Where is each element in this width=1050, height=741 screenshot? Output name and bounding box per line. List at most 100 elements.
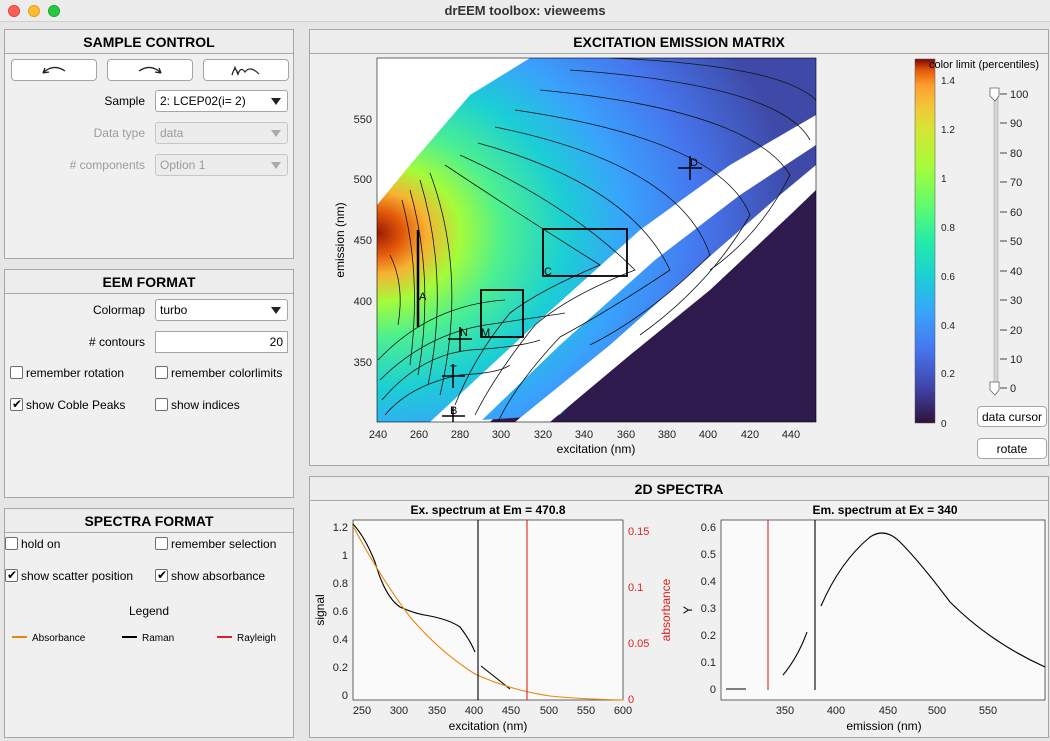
x-tick: 600	[614, 705, 632, 717]
y-tick: 0	[710, 684, 716, 696]
spectra-title: 2D SPECTRA	[310, 477, 1048, 501]
x-tick: 320	[534, 429, 552, 441]
y-tick: 1	[342, 550, 348, 562]
remember-selection-checkbox[interactable]: remember selection	[155, 537, 276, 553]
show-indices-checkbox[interactable]: show indices	[155, 398, 240, 414]
y-tick: 400	[354, 296, 372, 308]
em-spectrum-axes[interactable]	[720, 519, 1046, 701]
x-tick: 340	[575, 429, 593, 441]
peak-label-m: M	[481, 327, 490, 339]
percentile-slider[interactable]: 0 10 20 30 40 50 60 70 80 90 100	[989, 87, 1028, 396]
show-absorbance-checkbox[interactable]: show absorbance	[155, 568, 265, 585]
legend-label-rayleigh: Rayleigh	[237, 633, 276, 644]
x-tick: 440	[782, 429, 800, 441]
y-tick: 0.1	[701, 657, 716, 669]
data-type-value: data	[160, 126, 184, 140]
slider-tick: 0	[1010, 383, 1016, 395]
y-tick: 0.2	[333, 662, 348, 674]
sample-control-title: SAMPLE CONTROL	[5, 30, 293, 54]
eem-plot[interactable]: A B C D M N T 240 260 280 300 320 340 36…	[310, 55, 1048, 465]
legend-label-raman: Raman	[142, 633, 175, 644]
x-tick: 400	[465, 705, 483, 717]
eem-title: EXCITATION EMISSION MATRIX	[310, 30, 1048, 54]
chevron-down-icon	[271, 130, 281, 137]
previous-sample-button[interactable]	[11, 59, 97, 81]
eem-panel: EXCITATION EMISSION MATRIX	[309, 29, 1049, 466]
chevron-down-icon	[271, 98, 281, 105]
checkbox-box	[10, 366, 23, 379]
y-tick: 1.2	[333, 522, 348, 534]
y-tick: 0.6	[333, 606, 348, 618]
show-scatter-checkbox[interactable]: show scatter position	[5, 568, 133, 585]
components-value: Option 1	[160, 158, 206, 172]
rotate-button[interactable]: rotate	[977, 438, 1047, 459]
eem-format-panel: EEM FORMAT Colormap turbo # contours 20 …	[4, 269, 294, 498]
ex-spectrum-x-ticks: 250 300 350 400 450 500 550 600	[353, 705, 632, 717]
hold-on-checkbox[interactable]: hold on	[5, 537, 60, 553]
slider-tick: 20	[1010, 325, 1022, 337]
slider-tick: 80	[1010, 148, 1022, 160]
y-tick: 0.8	[333, 578, 348, 590]
remember-colorlimits-checkbox[interactable]: remember colorlimits	[155, 366, 282, 382]
colormap-label: Colormap	[92, 303, 145, 317]
data-cursor-button[interactable]: data cursor	[977, 406, 1047, 427]
remember-rotation-checkbox[interactable]: remember rotation	[10, 366, 124, 382]
next-sample-button[interactable]	[107, 59, 193, 81]
remember-colorlimits-label: remember colorlimits	[171, 366, 283, 380]
slider-tick: 70	[1010, 177, 1022, 189]
em-spectrum-signal-line-2	[782, 631, 808, 676]
y-tick: 0.5	[701, 549, 716, 561]
slider-tick: 50	[1010, 236, 1022, 248]
data-type-select[interactable]: data	[155, 122, 288, 144]
checkbox-box	[155, 568, 168, 582]
sample-select[interactable]: 2: LCEP02(i= 2)	[155, 90, 288, 112]
components-select[interactable]: Option 1	[155, 154, 288, 176]
chevron-down-icon	[271, 307, 281, 314]
x-tick: 300	[492, 429, 510, 441]
minimize-window-button[interactable]	[28, 5, 40, 17]
components-label: # components	[69, 158, 145, 172]
x-tick: 360	[617, 429, 635, 441]
eem-ylabel: emission (nm)	[333, 202, 347, 277]
show-coble-peaks-checkbox[interactable]: show Coble Peaks	[10, 397, 126, 414]
eem-contours	[377, 58, 816, 422]
spectra-format-panel: SPECTRA FORMAT hold on remember selectio…	[4, 508, 294, 738]
y-tick: 0.3	[701, 603, 716, 615]
slider-upper-thumb[interactable]	[989, 87, 1000, 102]
checkbox-box	[5, 537, 18, 550]
y2-tick: 0.05	[628, 638, 649, 650]
slider-tick: 60	[1010, 207, 1022, 219]
y2-tick: 0	[628, 694, 634, 706]
close-window-button[interactable]	[8, 5, 20, 17]
ex-spectrum-y2label: absorbance	[659, 578, 673, 641]
x-tick: 400	[827, 705, 845, 717]
x-tick: 260	[410, 429, 428, 441]
em-spectrum-x-ticks: 350 400 450 500 550	[776, 705, 997, 717]
legend-item-absorbance: Absorbance	[12, 633, 85, 644]
peak-label-a: A	[419, 291, 427, 303]
colorbar-tick: 1.2	[941, 125, 955, 136]
show-indices-label: show indices	[171, 398, 240, 412]
y-tick: 500	[354, 174, 372, 186]
y-tick: 450	[354, 235, 372, 247]
x-tick: 420	[741, 429, 759, 441]
ex-spectrum-axes[interactable]	[352, 519, 624, 701]
y2-tick: 0.1	[628, 582, 643, 594]
zoom-window-button[interactable]	[48, 5, 60, 17]
colormap-value: turbo	[160, 303, 188, 317]
peak-label-t: T	[450, 364, 457, 376]
show-coble-peaks-label: show Coble Peaks	[26, 398, 126, 412]
contours-input[interactable]: 20	[155, 331, 288, 353]
overlay-spectra-button[interactable]	[203, 59, 289, 81]
colormap-select[interactable]: turbo	[155, 299, 288, 321]
y-tick: 550	[354, 114, 372, 126]
legend-swatch-raman	[122, 636, 137, 638]
colorbar-tick: 0.4	[941, 321, 955, 332]
eem-y-ticks: 350 400 450 500 550	[354, 114, 372, 369]
coble-peak-labels: A B C D M N T	[419, 157, 698, 417]
multi-spectra-icon	[231, 65, 260, 76]
slider-lower-thumb[interactable]	[989, 381, 1000, 396]
peak-m-box	[480, 289, 524, 338]
ex-spectrum-series	[352, 520, 624, 701]
em-spectrum-title: Em. spectrum at Ex = 340	[812, 503, 957, 517]
